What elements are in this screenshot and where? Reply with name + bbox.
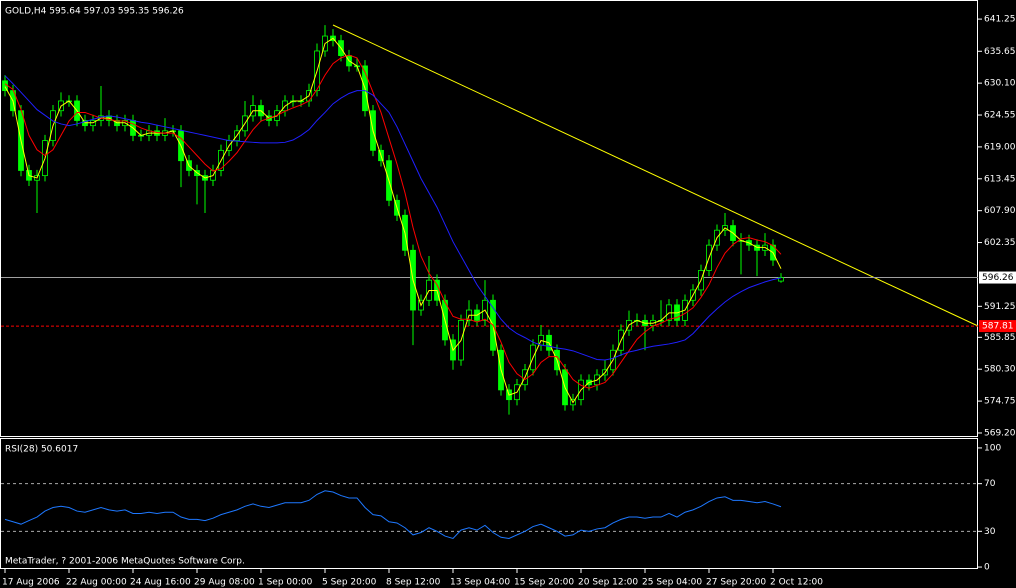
x-tick-label: 20 Sep 12:00 (578, 578, 638, 588)
x-tick-label: 13 Sep 04:00 (450, 578, 510, 588)
x-tick-label: 25 Sep 04:00 (642, 578, 702, 588)
candle-body (778, 277, 784, 282)
main-frame (0, 0, 978, 437)
x-tick-label: 17 Aug 2006 (2, 578, 60, 588)
price-label: 587.81 (982, 322, 1014, 332)
y-tick-label: 624.55 (984, 111, 1016, 121)
x-tick-label: 24 Aug 16:00 (130, 578, 191, 588)
y-tick-label: 619.00 (984, 142, 1016, 152)
y-tick-label: 591.25 (984, 302, 1016, 312)
price-label: 596.26 (982, 273, 1014, 283)
rsi-frame (0, 438, 978, 569)
x-tick-label: 27 Sep 20:00 (706, 578, 766, 588)
rsi-line (4, 490, 782, 540)
moving-average (4, 37, 782, 404)
y-tick-label: 635.65 (984, 47, 1016, 57)
y-tick-label: 580.30 (984, 365, 1016, 375)
y-tick-label: 607.90 (984, 206, 1016, 216)
x-tick-label: 1 Sep 00:00 (258, 578, 313, 588)
y-tick-label: 70 (984, 479, 996, 489)
x-tick-label: 22 Aug 00:00 (66, 578, 127, 588)
price-label-bg (979, 271, 1016, 284)
x-tick-label: 5 Sep 20:00 (322, 578, 377, 588)
x-tick-label: 15 Sep 20:00 (514, 578, 574, 588)
x-tick-label: 8 Sep 12:00 (386, 578, 441, 588)
y-tick-label: 585.85 (984, 333, 1016, 343)
y-tick-label: 574.75 (984, 397, 1016, 407)
rsi-title: RSI(28) 50.6017 (5, 445, 78, 455)
y-tick-label: 630.10 (984, 79, 1016, 89)
y-tick-label: 569.20 (984, 428, 1016, 438)
y-tick-label: 0 (984, 563, 990, 573)
chart-title: GOLD,H4 595.64 597.03 595.35 596.26 (5, 7, 184, 17)
y-tick-label: 30 (984, 527, 996, 537)
x-tick-label: 29 Aug 08:00 (194, 578, 255, 588)
y-tick-label: 641.25 (984, 15, 1016, 25)
moving-average (4, 75, 782, 361)
y-tick-label: 613.45 (984, 174, 1016, 184)
moving-average (4, 54, 782, 389)
x-tick-label: 2 Oct 12:00 (770, 578, 823, 588)
trend-line (332, 24, 979, 327)
y-tick-label: 602.35 (984, 238, 1016, 248)
price-label-bg (979, 320, 1016, 333)
footer: MetaTrader, ? 2001-2006 MetaQuotes Softw… (5, 557, 245, 567)
y-tick-label: 100 (984, 443, 1001, 453)
